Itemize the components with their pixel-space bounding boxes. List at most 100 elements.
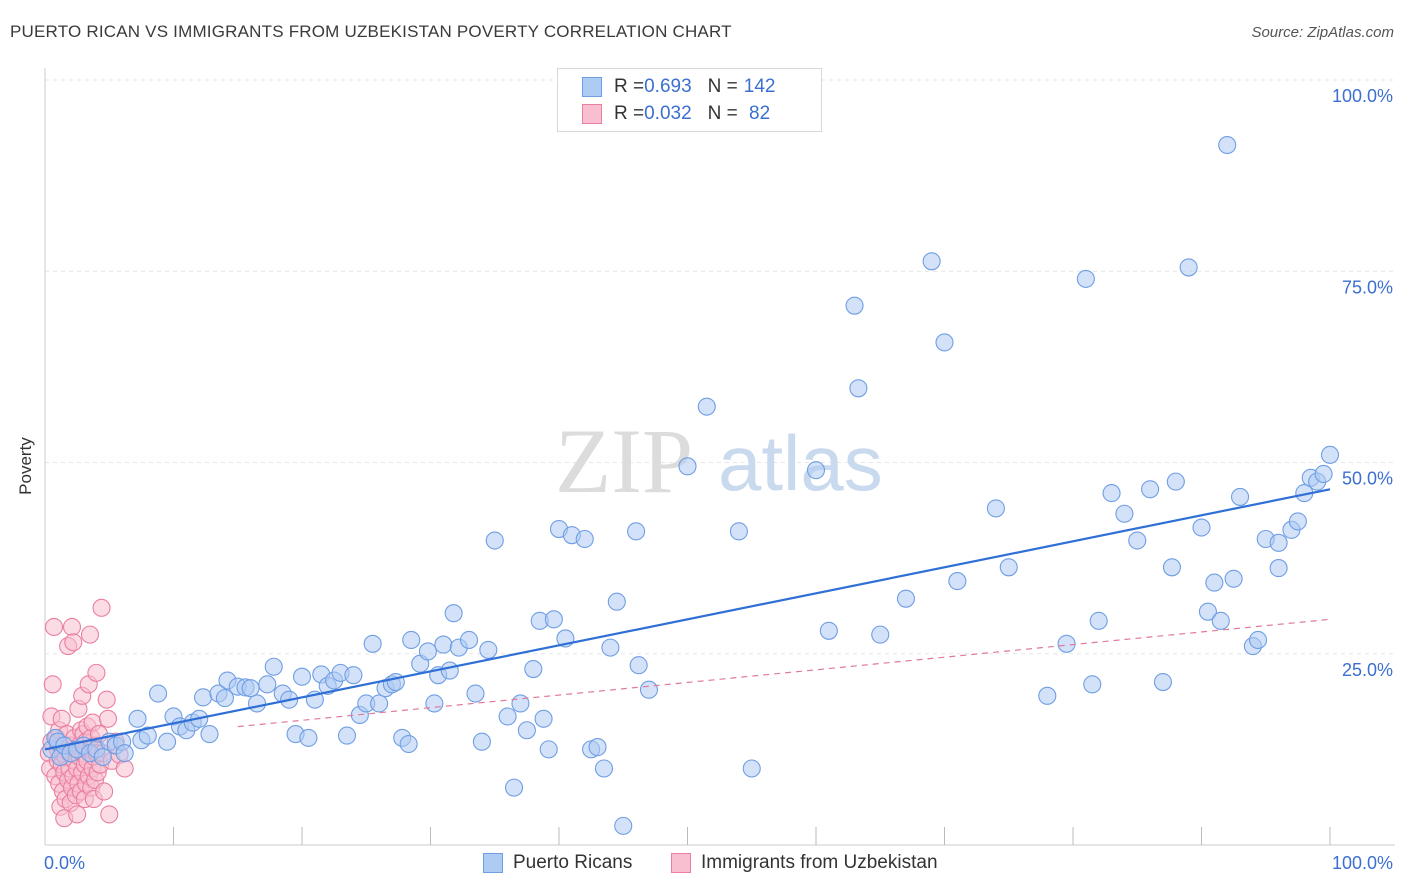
puerto-rican-point [1141,480,1160,499]
puerto-rican-point [614,816,633,835]
puerto-rican-point [588,738,607,757]
trend-lines [44,488,1331,751]
bottom-legend-swatch-blue [483,853,503,873]
puerto-rican-point [1269,533,1288,552]
puerto-rican-point [627,522,646,541]
puerto-rican-point [511,694,530,713]
puerto-rican-point [1166,472,1185,491]
puerto-rican-point [344,666,363,685]
legend-n-value: 82 [743,103,771,124]
watermark: ZIP atlas [555,410,883,512]
uzbekistan-point [68,805,87,824]
puerto-rican-point [93,747,112,767]
puerto-rican-point [922,252,941,271]
puerto-rican-point [639,680,659,699]
puerto-rican-point [370,694,389,713]
puerto-rican-point [138,726,157,745]
uzbekistan-points [39,598,134,828]
puerto-rican-point [1198,602,1217,621]
puerto-rican-point [1038,686,1057,705]
y-tick-label: 100.0% [1332,86,1393,106]
puerto-rican-point [485,531,504,550]
puerto-rican-point [742,759,761,778]
uzbekistan-point [44,617,64,637]
x-tick-label: 100.0% [1332,853,1393,873]
puerto-rican-point [241,679,260,698]
puerto-rican-point [363,634,382,653]
puerto-rican-point [629,656,648,675]
uzbekistan-point [52,709,71,728]
puerto-rican-point [819,621,838,640]
puerto-rican-point [418,642,437,661]
puerto-rican-point [337,726,357,745]
puerto-rican-point [1179,258,1198,277]
puerto-rican-point [149,684,168,703]
puerto-rican-point [128,709,147,728]
puerto-rican-point [575,529,594,549]
legend-row-puerto-ricans: R = 0.693 N = 142 [582,75,775,99]
puerto-rican-point [215,689,234,708]
watermark-zip: ZIP [555,410,693,512]
puerto-rican-point [1320,445,1340,464]
puerto-rican-point [1083,675,1102,694]
puerto-rican-point [678,457,697,476]
puerto-rican-point [1231,487,1250,506]
puerto-rican-point [1288,512,1307,531]
uzbekistan-point [95,782,114,801]
puerto-rican-point [544,610,563,629]
legend-n-label: N = [707,103,738,124]
puerto-rican-point [1224,569,1243,588]
uzbekistan-trend-line [237,618,1331,728]
puerto-rican-point [697,397,716,416]
uzbekistan-point [92,598,111,617]
legend-r-value: 0.693 [644,76,692,97]
bottom-legend-puerto-ricans: Puerto Ricans [483,852,632,874]
puerto-rican-point [425,694,444,713]
legend-r-value: 0.032 [644,103,692,124]
puerto-rican-point [1057,634,1076,653]
puerto-rican-point [594,759,614,778]
puerto-rican-point [459,630,479,650]
y-tick-label: 50.0% [1342,469,1393,489]
puerto-rican-point [524,659,543,679]
uzbekistan-point [80,625,100,644]
y-tick-label: 75.0% [1342,277,1393,297]
puerto-rican-point [729,522,748,541]
puerto-rican-point [1115,504,1134,523]
puerto-rican-point [299,728,318,747]
puerto-rican-point [1192,518,1211,537]
puerto-rican-point [948,572,967,591]
puerto-rican-point [601,638,620,657]
puerto-rican-point [479,640,498,659]
uzbekistan-point [62,617,82,637]
puerto-rican-point [986,499,1005,518]
uzbekistan-point [97,690,116,709]
puerto-rican-point [440,661,459,680]
bottom-legend-label: Puerto Ricans [513,852,633,873]
legend-swatch-pink [582,104,602,124]
legend-n-label: N = [707,76,738,97]
puerto-rican-point [1102,484,1121,503]
legend-row-uzbekistan: R = 0.032 N = 82 [582,102,770,126]
puerto-rican-point [871,625,890,644]
puerto-rican-point [1205,573,1224,592]
x-tick-label: 0.0% [44,853,85,873]
puerto-rican-point [607,592,626,611]
puerto-rican-point [472,732,491,751]
puerto-rican-point [292,667,312,686]
uzbekistan-point [115,759,134,778]
puerto-rican-point [115,744,134,763]
uzbekistan-point [43,675,62,694]
puerto-rican-point [466,684,485,703]
bottom-legend-uzbekistan: Immigrants from Uzbekistan [671,852,938,874]
puerto-rican-point [1218,135,1237,155]
puerto-rican-point [1162,558,1181,577]
puerto-rican-trend-line [44,488,1331,751]
puerto-rican-point [935,333,954,352]
uzbekistan-point [100,805,119,824]
y-tick-label: 25.0% [1342,660,1393,680]
puerto-rican-point [1128,531,1147,550]
puerto-rican-points [42,135,1340,835]
puerto-rican-point [539,740,558,759]
puerto-rican-point [999,558,1018,577]
